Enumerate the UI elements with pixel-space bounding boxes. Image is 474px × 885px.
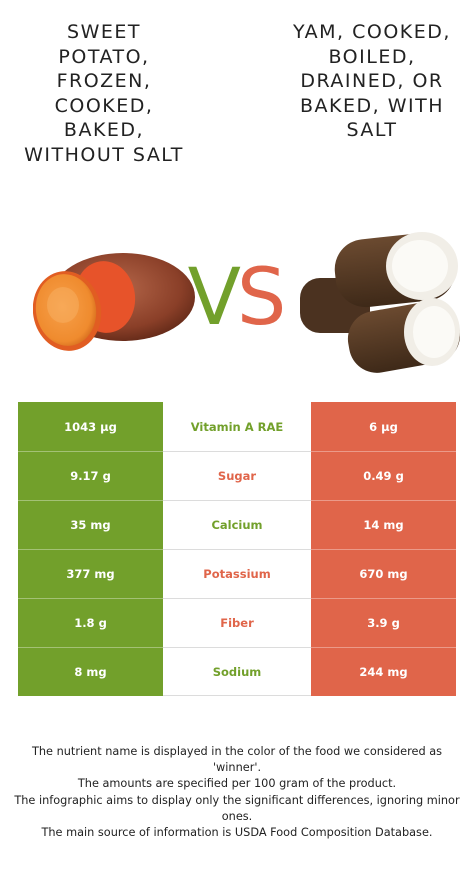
nutrient-comparison-table: 1043 µg Vitamin A RAE 6 µg 9.17 g Sugar … [18, 402, 456, 696]
nutrient-name: Fiber [163, 598, 311, 647]
table-bottom-border [163, 695, 311, 696]
right-value: 6 µg [311, 402, 456, 451]
left-value: 1.8 g [18, 598, 163, 647]
footnote-line: The nutrient name is displayed in the co… [31, 745, 443, 775]
left-value: 35 mg [18, 500, 163, 549]
right-value: 3.9 g [311, 598, 456, 647]
nutrient-name: Calcium [163, 500, 311, 549]
table-row: 9.17 g Sugar 0.49 g [18, 451, 456, 500]
sweet-potato-image [33, 253, 195, 351]
nutrient-name: Vitamin A RAE [163, 402, 311, 451]
vs-label: VS [180, 258, 290, 338]
right-food-title: YAM, COOKED, BOILED, DRAINED, OR BAKED, … [293, 21, 451, 141]
table-row: 377 mg Potassium 670 mg [18, 549, 456, 598]
left-value: 9.17 g [18, 451, 163, 500]
nutrient-name: Sodium [163, 647, 311, 696]
left-value: 377 mg [18, 549, 163, 598]
table-row: 8 mg Sodium 244 mg [18, 647, 456, 696]
left-value: 8 mg [18, 647, 163, 696]
right-value: 670 mg [311, 549, 456, 598]
vs-v-letter: V [187, 253, 241, 343]
nutrient-name: Sugar [163, 451, 311, 500]
footnote-line: The infographic aims to display only the… [14, 793, 460, 823]
table-row: 1.8 g Fiber 3.9 g [18, 598, 456, 647]
footnote-line: The amounts are specified per 100 gram o… [77, 777, 397, 791]
right-value: 0.49 g [311, 451, 456, 500]
vs-s-letter: S [236, 253, 286, 343]
footnote: The nutrient name is displayed in the co… [12, 744, 462, 841]
left-value: 1043 µg [18, 402, 163, 451]
left-food-title: SWEET POTATO, FROZEN, COOKED, BAKED, WIT… [24, 21, 184, 166]
table-row: 35 mg Calcium 14 mg [18, 500, 456, 549]
footnote-line: The main source of information is USDA F… [41, 826, 433, 840]
right-value: 14 mg [311, 500, 456, 549]
right-value: 244 mg [311, 647, 456, 696]
table-row: 1043 µg Vitamin A RAE 6 µg [18, 402, 456, 451]
yam-image [300, 232, 460, 373]
nutrient-name: Potassium [163, 549, 311, 598]
